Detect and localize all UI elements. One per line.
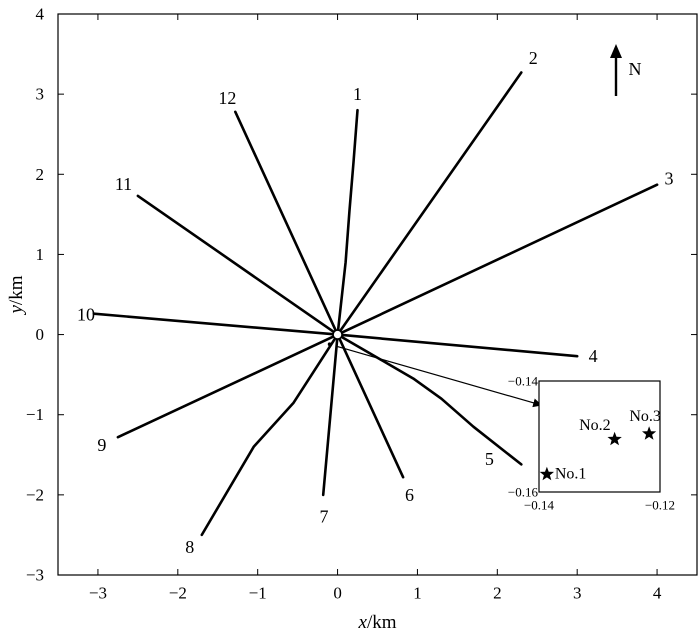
x-tick-label: 0 <box>333 584 342 603</box>
station-label-no1: No.1 <box>555 466 587 483</box>
y-axis-var: y <box>6 305 27 316</box>
survey-line-2 <box>336 71 523 336</box>
annotations: N <box>327 44 642 408</box>
y-tick-label: −3 <box>26 566 44 585</box>
y-tick-label: 1 <box>36 245 45 264</box>
north-label: N <box>629 59 642 79</box>
line-label-2: 2 <box>529 48 538 68</box>
survey-line-9 <box>116 333 339 439</box>
survey-lines <box>92 71 659 537</box>
x-axis-var: x <box>358 612 368 633</box>
inset-y-tick-label: −0.16 <box>508 485 539 500</box>
survey-line-8 <box>200 333 339 537</box>
station-cluster-marker <box>327 342 332 346</box>
line-label-11: 11 <box>115 174 132 194</box>
station-label-no3: No.3 <box>629 408 661 425</box>
survey-line-6 <box>336 333 405 479</box>
line-label-1: 1 <box>353 84 362 104</box>
y-tick-label: −2 <box>26 485 44 504</box>
x-tick-label: −3 <box>89 584 107 603</box>
inset-y-tick-label: −0.14 <box>508 374 539 389</box>
line-label-5: 5 <box>485 449 494 469</box>
y-tick-label: 0 <box>36 325 45 344</box>
x-tick-label: −1 <box>249 584 267 603</box>
station-star-no1 <box>539 466 554 481</box>
line-label-7: 7 <box>319 506 328 526</box>
line-label-4: 4 <box>589 346 598 366</box>
survey-line-7 <box>321 333 339 497</box>
callout-arrow <box>337 346 543 408</box>
y-tick-label: −1 <box>26 405 44 424</box>
inset-frame <box>538 380 661 493</box>
line-label-9: 9 <box>97 435 106 455</box>
station-star-no3 <box>642 426 657 440</box>
inset-x-tick-label: −0.14 <box>524 498 555 513</box>
station-star-no2 <box>607 431 622 446</box>
x-tick-label: 1 <box>413 584 422 603</box>
station-label-no2: No.2 <box>579 417 611 434</box>
origin-marker <box>332 329 343 340</box>
y-axis-unit: /km <box>6 275 27 305</box>
y-axis-label: y/km <box>6 275 27 315</box>
line-label-8: 8 <box>185 537 194 557</box>
y-tick-label: 3 <box>36 85 45 104</box>
survey-line-10 <box>92 312 339 336</box>
survey-line-3 <box>336 183 659 336</box>
north-arrow-head <box>610 44 622 58</box>
survey-line-11 <box>136 194 339 336</box>
x-tick-label: −2 <box>169 584 187 603</box>
survey-line-4 <box>336 333 579 358</box>
line-label-10: 10 <box>77 305 95 325</box>
survey-line-12 <box>234 110 339 336</box>
x-tick-label: 4 <box>653 584 662 603</box>
line-label-3: 3 <box>665 168 674 188</box>
line-label-6: 6 <box>405 485 414 505</box>
x-axis-label: x/km <box>358 612 397 633</box>
x-tick-label: 2 <box>493 584 502 603</box>
line-label-12: 12 <box>218 88 236 108</box>
inset-x-tick-label: −0.12 <box>645 498 675 513</box>
survey-line-1 <box>336 108 359 336</box>
survey-line-5 <box>336 333 523 466</box>
x-tick-label: 3 <box>573 584 582 603</box>
y-tick-label: 4 <box>36 5 45 24</box>
x-axis-unit: /km <box>367 612 397 633</box>
plot-frame <box>57 13 698 576</box>
y-tick-label: 2 <box>36 165 45 184</box>
